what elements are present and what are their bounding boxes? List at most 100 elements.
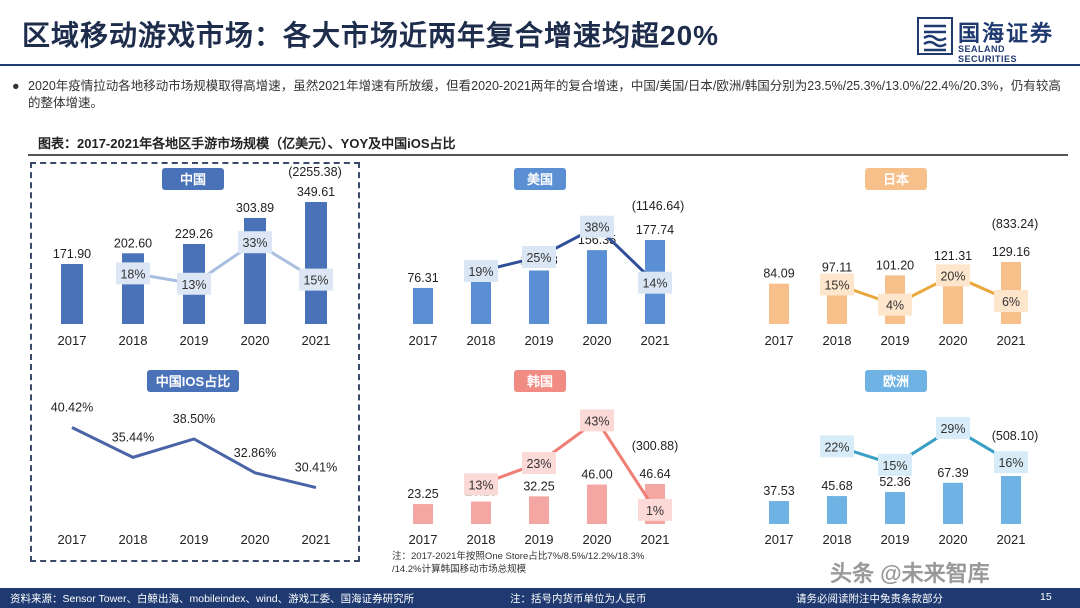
korea-title: 韩国 bbox=[527, 374, 553, 389]
china_ios-title-box bbox=[147, 370, 239, 392]
china_ios-year-label: 2020 bbox=[241, 532, 270, 547]
europe-bar bbox=[943, 482, 963, 524]
us-bar bbox=[587, 250, 607, 324]
korea-bar bbox=[471, 501, 491, 524]
china_ios-year-label: 2019 bbox=[180, 532, 209, 547]
europe-bar bbox=[1001, 476, 1021, 524]
europe-yoy-label-bg bbox=[878, 453, 912, 476]
japan-yoy-label: 20% bbox=[940, 269, 965, 283]
japan-yoy-label-bg bbox=[936, 264, 970, 287]
china-value-label: 303.89 bbox=[236, 201, 274, 215]
china_ios-value-label: 38.50% bbox=[173, 412, 215, 426]
korea-bar bbox=[413, 504, 433, 524]
japan-value-label: 121.31 bbox=[934, 249, 972, 263]
europe-year-label: 2021 bbox=[997, 532, 1026, 547]
korea-year-label: 2020 bbox=[583, 532, 612, 547]
korea-note-line-2: /14.2%计算韩国移动市场总规模 bbox=[392, 564, 527, 575]
japan-value-label: 97.11 bbox=[822, 260, 852, 274]
china-yoy-label: 13% bbox=[181, 278, 206, 292]
us-bar bbox=[413, 287, 433, 324]
europe-yoy-label: 22% bbox=[824, 440, 849, 454]
china-value-label: 202.60 bbox=[114, 236, 152, 250]
korea-note: 注：2017-2021年按照One Store占比7%/8.5%/12.2%/1… bbox=[392, 550, 644, 576]
europe-bar bbox=[827, 496, 847, 524]
china-value-label: 349.61 bbox=[297, 185, 335, 199]
us-value-label: 177.74 bbox=[636, 223, 674, 237]
summary-bullet: ● 2020年疫情拉动各地移动市场规模取得高增速，虽然2021年增速有所放缓，但… bbox=[12, 78, 1062, 112]
us-bar bbox=[471, 281, 491, 324]
footer-disclaimer: 请务必阅读附注中免责条款部分 bbox=[796, 593, 943, 605]
us-yoy-label-bg bbox=[464, 260, 498, 282]
korea-value-label: 32.25 bbox=[523, 479, 554, 493]
korea-yoy-label: 1% bbox=[646, 504, 664, 518]
us-year-label: 2021 bbox=[641, 333, 670, 348]
china-bar bbox=[61, 264, 83, 324]
korea-yoy-label: 13% bbox=[468, 478, 493, 492]
china-yoy-label: 33% bbox=[242, 236, 267, 250]
japan-year-label: 2019 bbox=[881, 333, 910, 348]
us-year-label: 2019 bbox=[525, 333, 554, 348]
china_ios-value-label: 32.86% bbox=[234, 446, 276, 460]
china-year-label: 2020 bbox=[241, 333, 270, 348]
europe-yoy-label-bg bbox=[994, 451, 1028, 474]
europe-title-box bbox=[865, 370, 927, 392]
summary-text: 2020年疫情拉动各地移动市场规模取得高增速，虽然2021年增速有所放缓，但看2… bbox=[28, 79, 1061, 110]
korea-note-line-1: 注：2017-2021年按照One Store占比7%/8.5%/12.2%/1… bbox=[392, 551, 645, 562]
korea-bar bbox=[587, 484, 607, 524]
japan-yoy-label: 15% bbox=[824, 279, 849, 293]
china-year-label: 2017 bbox=[58, 333, 87, 348]
japan-yoy-label-bg bbox=[820, 273, 854, 296]
europe-year-label: 2017 bbox=[765, 532, 794, 547]
china-yoy-label-bg bbox=[116, 262, 150, 285]
japan-value-label: 101.20 bbox=[876, 258, 914, 272]
figure-title: 图表：2017-2021年各地区手游市场规模（亿美元）、YOY及中国iOS占比 bbox=[38, 136, 456, 151]
europe-yoy-label: 29% bbox=[940, 422, 965, 436]
korea-yoy-label-bg bbox=[580, 409, 614, 432]
us-yoy-label-bg bbox=[580, 215, 614, 238]
china_ios-value-label: 35.44% bbox=[112, 430, 154, 444]
china-yoy-label: 18% bbox=[120, 267, 145, 281]
japan-title-box bbox=[865, 168, 927, 190]
korea-rmb-total: (300.88) bbox=[632, 439, 679, 453]
us-yoy-label: 25% bbox=[526, 251, 551, 265]
korea-yoy-label-bg bbox=[638, 498, 672, 521]
china-yoy-line bbox=[132, 240, 317, 286]
europe-year-label: 2019 bbox=[881, 532, 910, 547]
sealand-logo: 国海证券 SEALAND SECURITIES bbox=[916, 16, 1066, 64]
bullet-dot-icon: ● bbox=[12, 79, 20, 93]
korea-year-label: 2021 bbox=[641, 532, 670, 547]
watermark: 头条 @未来智库 bbox=[830, 561, 990, 586]
china-yoy-label-bg bbox=[177, 272, 211, 295]
header-divider bbox=[0, 64, 1080, 66]
japan-yoy-label: 4% bbox=[886, 299, 904, 313]
europe-rmb-total: (508.10) bbox=[992, 429, 1039, 443]
china-year-label: 2018 bbox=[119, 333, 148, 348]
china-year-label: 2019 bbox=[180, 333, 209, 348]
korea-yoy-label: 43% bbox=[584, 414, 609, 428]
europe-title: 欧洲 bbox=[883, 374, 909, 389]
china-yoy-label: 15% bbox=[303, 274, 328, 288]
us-year-label: 2017 bbox=[409, 333, 438, 348]
us-rmb-total: (1146.64) bbox=[632, 199, 685, 213]
europe-yoy-line bbox=[836, 426, 1012, 467]
korea-bar bbox=[529, 496, 549, 524]
europe-value-label: 37.53 bbox=[763, 484, 794, 498]
europe-year-label: 2018 bbox=[823, 532, 852, 547]
japan-year-label: 2021 bbox=[997, 333, 1026, 348]
china-yoy-label-bg bbox=[238, 231, 272, 254]
europe-bar bbox=[885, 491, 905, 524]
page-number: 15 bbox=[1040, 591, 1052, 603]
europe-yoy-label: 15% bbox=[882, 459, 907, 473]
china-value-label: 171.90 bbox=[53, 247, 91, 261]
china_ios-year-label: 2021 bbox=[302, 532, 331, 547]
korea-value-label: 46.00 bbox=[581, 468, 612, 482]
logo-name-en: SEALAND SECURITIES bbox=[958, 44, 1018, 64]
korea-yoy-label-bg bbox=[464, 473, 498, 496]
sealand-logo-icon bbox=[917, 17, 953, 55]
footer-note: 注：括号内货币单位为人民币 bbox=[510, 593, 647, 605]
korea-yoy-label-bg bbox=[522, 452, 556, 474]
us-year-label: 2020 bbox=[583, 333, 612, 348]
europe-yoy-label: 16% bbox=[998, 456, 1023, 470]
korea-yoy-label: 23% bbox=[526, 457, 551, 471]
